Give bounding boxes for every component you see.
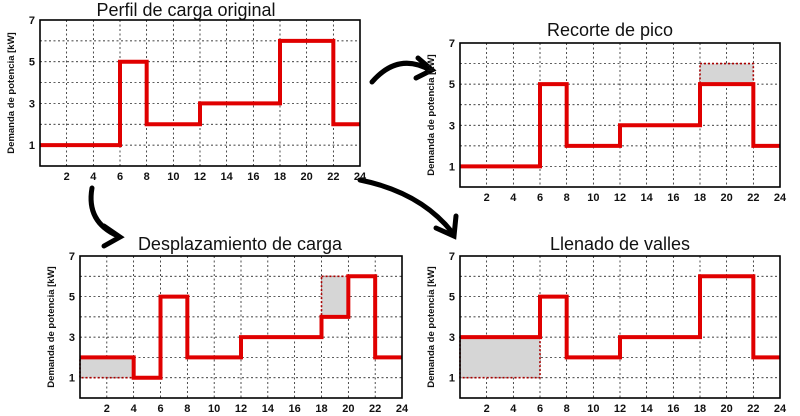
x-tick-label: 12 [194, 171, 206, 183]
y-tick-label: 5 [449, 79, 455, 91]
arrow-head-load-shifting [101, 223, 125, 249]
x-tick-label: 6 [537, 192, 543, 204]
x-tick-label: 20 [721, 192, 733, 204]
x-tick-label: 10 [208, 403, 220, 415]
x-tick-label: 20 [721, 403, 733, 415]
x-tick-label: 22 [369, 403, 381, 415]
load-profile-line [460, 274, 780, 360]
chart-title: Llenado de valles [550, 234, 690, 254]
x-tick-label: 2 [484, 403, 490, 415]
shaded-region [459, 336, 541, 379]
x-tick-label: 6 [537, 403, 543, 415]
y-axis-label: Demanda de potencia [kW] [426, 266, 437, 387]
x-tick-label: 6 [117, 171, 123, 183]
x-tick-label: 22 [747, 403, 759, 415]
load-profile-line [80, 274, 402, 380]
x-tick-label: 12 [614, 192, 626, 204]
x-tick-label: 22 [747, 192, 759, 204]
arrow-head-valley-filling [433, 213, 459, 240]
x-tick-label: 8 [564, 403, 570, 415]
arrow-to-valley-filling [357, 177, 455, 235]
x-tick-label: 12 [235, 403, 247, 415]
shaded-region [79, 356, 135, 379]
x-tick-label: 4 [90, 171, 97, 183]
x-tick-label: 8 [564, 192, 570, 204]
y-axis-label: Demanda de potencia [kW] [426, 54, 437, 175]
x-tick-label: 8 [184, 403, 190, 415]
y-tick-label: 1 [449, 373, 455, 385]
x-tick-label: 24 [354, 171, 367, 183]
y-tick-label: 1 [29, 140, 35, 152]
plot-frame [459, 42, 781, 188]
load-profile-line [460, 82, 780, 169]
y-tick-label: 3 [449, 120, 455, 132]
x-tick-label: 16 [667, 403, 679, 415]
x-tick-label: 4 [510, 192, 517, 204]
y-tick-label: 3 [29, 98, 35, 110]
x-tick-label: 2 [104, 403, 110, 415]
x-tick-label: 24 [396, 403, 409, 415]
plot-frame [39, 19, 361, 167]
x-tick-label: 4 [131, 403, 138, 415]
y-axis-label: Demanda de potencia [kW] [6, 32, 17, 153]
plot-frame [79, 255, 403, 399]
x-tick-label: 24 [774, 192, 787, 204]
flow-arrows [88, 55, 459, 249]
x-tick-label: 18 [694, 403, 706, 415]
y-tick-label: 7 [29, 15, 35, 27]
x-tick-label: 10 [587, 403, 599, 415]
x-tick-label: 18 [694, 192, 706, 204]
x-tick-label: 14 [641, 403, 654, 415]
y-tick-label: 1 [449, 161, 455, 173]
x-tick-label: 12 [614, 403, 626, 415]
x-tick-label: 16 [667, 192, 679, 204]
chart-title: Recorte de pico [547, 20, 673, 40]
y-tick-label: 7 [449, 251, 455, 263]
y-tick-label: 1 [69, 373, 75, 385]
y-tick-label: 7 [449, 38, 455, 50]
plot-frame [459, 255, 781, 399]
load-profile-line [40, 38, 360, 148]
x-tick-label: 20 [301, 171, 313, 183]
chart-title: Desplazamiento de carga [138, 234, 343, 254]
x-tick-label: 18 [315, 403, 327, 415]
y-tick-label: 5 [69, 292, 75, 304]
x-tick-label: 20 [342, 403, 354, 415]
x-tick-label: 10 [167, 171, 179, 183]
x-tick-label: 2 [484, 192, 490, 204]
x-tick-label: 16 [247, 171, 259, 183]
y-axis-label: Demanda de potencia [kW] [46, 266, 57, 387]
y-tick-label: 5 [449, 292, 455, 304]
x-tick-label: 14 [262, 403, 275, 415]
x-tick-label: 14 [221, 171, 234, 183]
y-tick-label: 3 [449, 332, 455, 344]
x-tick-label: 22 [327, 171, 339, 183]
x-tick-label: 8 [144, 171, 150, 183]
y-tick-label: 7 [69, 251, 75, 263]
x-tick-label: 6 [157, 403, 163, 415]
x-tick-label: 18 [274, 171, 286, 183]
x-tick-label: 24 [774, 403, 787, 415]
y-tick-label: 5 [29, 57, 35, 69]
chart-title: Perfil de carga original [96, 0, 275, 20]
y-tick-label: 3 [69, 332, 75, 344]
x-tick-label: 10 [587, 192, 599, 204]
x-tick-label: 16 [289, 403, 301, 415]
arrow-to-peak-clipping [369, 60, 433, 85]
arrow-head-peak-clipping [413, 55, 437, 81]
x-tick-label: 14 [641, 192, 654, 204]
x-tick-label: 2 [64, 171, 70, 183]
shaded-region [699, 62, 755, 85]
shaded-region [320, 275, 350, 318]
x-tick-label: 4 [510, 403, 517, 415]
